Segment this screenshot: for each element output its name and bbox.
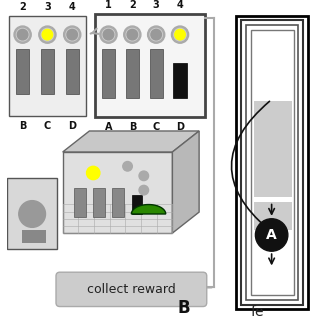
FancyBboxPatch shape: [95, 14, 205, 117]
FancyBboxPatch shape: [41, 49, 54, 94]
Circle shape: [175, 29, 185, 40]
FancyBboxPatch shape: [149, 49, 163, 98]
Text: 3: 3: [153, 0, 160, 10]
Circle shape: [150, 28, 162, 41]
Text: 1: 1: [105, 0, 112, 10]
Circle shape: [19, 201, 45, 227]
Circle shape: [148, 26, 165, 43]
Circle shape: [66, 28, 78, 41]
FancyBboxPatch shape: [16, 49, 29, 94]
Circle shape: [42, 29, 53, 40]
FancyBboxPatch shape: [253, 101, 292, 197]
Text: C: C: [153, 122, 160, 132]
FancyBboxPatch shape: [253, 202, 292, 230]
Circle shape: [255, 219, 288, 251]
FancyBboxPatch shape: [93, 188, 105, 217]
Text: 2: 2: [19, 2, 26, 12]
FancyBboxPatch shape: [102, 49, 115, 98]
Circle shape: [100, 26, 117, 43]
Circle shape: [139, 185, 148, 195]
Text: C: C: [44, 122, 51, 132]
Circle shape: [127, 29, 138, 40]
FancyBboxPatch shape: [126, 49, 139, 98]
Circle shape: [126, 28, 139, 41]
Text: D: D: [68, 122, 76, 132]
FancyBboxPatch shape: [7, 178, 57, 249]
Text: collect reward: collect reward: [87, 283, 176, 296]
Circle shape: [86, 166, 100, 180]
Polygon shape: [63, 131, 199, 152]
Text: 4: 4: [177, 0, 183, 10]
Circle shape: [174, 28, 186, 41]
Circle shape: [67, 29, 77, 40]
Circle shape: [102, 28, 115, 41]
Text: B: B: [19, 122, 26, 132]
Circle shape: [16, 28, 29, 41]
Text: fe: fe: [251, 305, 264, 319]
FancyBboxPatch shape: [173, 63, 187, 98]
Circle shape: [151, 29, 161, 40]
Circle shape: [17, 29, 28, 40]
Text: 2: 2: [129, 0, 136, 10]
FancyBboxPatch shape: [132, 195, 142, 214]
Text: B: B: [129, 122, 136, 132]
FancyBboxPatch shape: [9, 16, 85, 116]
Text: A: A: [105, 122, 112, 132]
Text: D: D: [176, 122, 184, 132]
Polygon shape: [22, 230, 45, 243]
Text: 4: 4: [69, 2, 76, 12]
Circle shape: [124, 26, 141, 43]
Circle shape: [14, 26, 31, 43]
Circle shape: [64, 26, 81, 43]
Text: A: A: [266, 228, 277, 242]
Text: B: B: [177, 300, 190, 317]
Polygon shape: [172, 131, 199, 233]
Text: 3: 3: [44, 2, 51, 12]
Circle shape: [172, 26, 188, 43]
FancyBboxPatch shape: [66, 49, 79, 94]
Circle shape: [139, 171, 148, 180]
Circle shape: [103, 29, 114, 40]
FancyBboxPatch shape: [74, 188, 85, 217]
Circle shape: [123, 162, 132, 171]
Polygon shape: [132, 204, 166, 214]
FancyBboxPatch shape: [56, 272, 207, 307]
FancyBboxPatch shape: [112, 188, 124, 217]
Circle shape: [41, 28, 54, 41]
Circle shape: [39, 26, 56, 43]
Polygon shape: [63, 152, 172, 233]
